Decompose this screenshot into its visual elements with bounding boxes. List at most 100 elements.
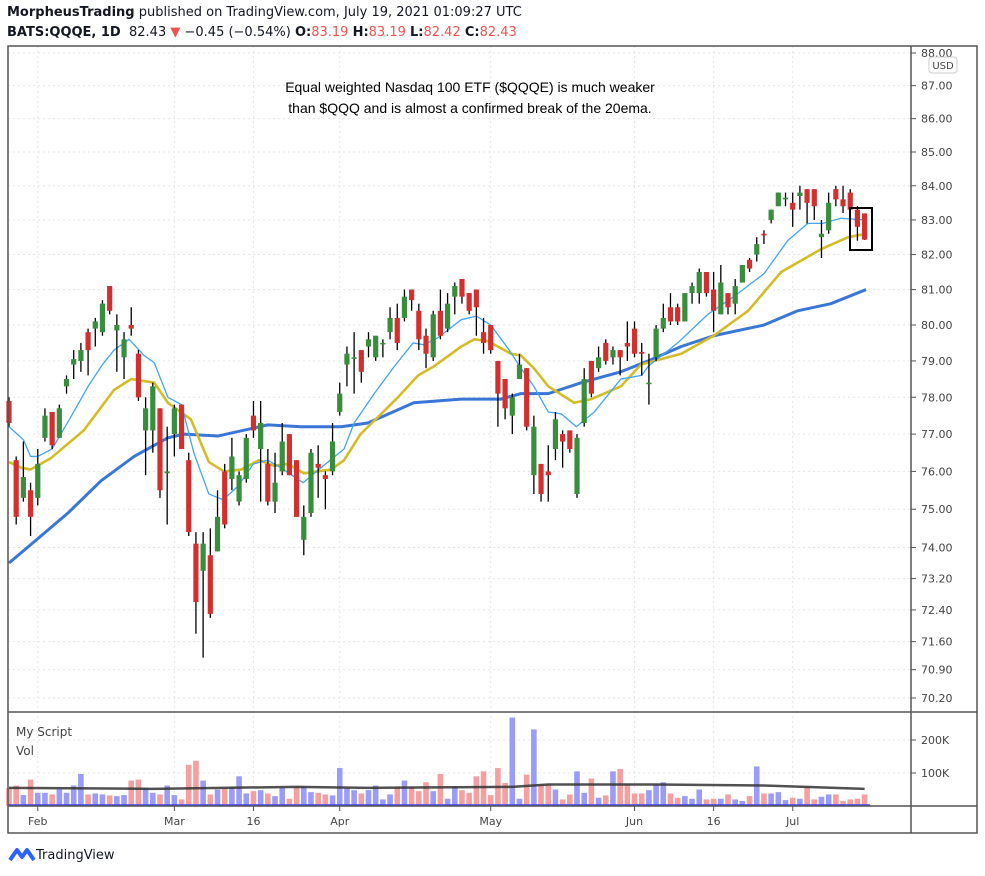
candle [250,400,257,438]
volume-bar [92,793,99,806]
volume-bar [861,794,868,806]
candle-body [840,199,846,207]
candle-body [552,419,559,449]
volume-bar [825,794,832,806]
candle-body [373,335,379,358]
currency-badge[interactable] [928,56,958,74]
candle [854,206,861,241]
candle-body [308,452,314,514]
volume-bar [789,797,796,806]
candle-body [128,325,134,329]
candle-body [279,441,285,472]
symbol-legend: BATS:QQQE, 1D 82.43 ▼ −0.45 (−0.54%) O:8… [7,25,517,40]
price-tick-label: 84.00 [921,180,953,193]
volume-bar [416,791,422,806]
candle [365,332,372,358]
volume-tick-label: 100K [921,767,950,780]
low-value: 82.42 [423,25,461,40]
candle-body [380,342,386,345]
candle-body [862,213,868,240]
candle-body [42,415,48,438]
volume-bar [811,799,818,806]
volume-bar [49,794,55,806]
candle [243,434,249,483]
candle [193,532,199,634]
volume-bar [502,782,508,806]
candle-body [603,342,609,361]
volume-bar [351,790,357,806]
tradingview-logo[interactable]: TradingView [8,846,115,864]
volume-bar [236,776,242,806]
candle-body [502,379,508,409]
candle-body [394,317,400,343]
candle-body [6,400,12,424]
candle [804,189,810,224]
volume-bar [121,795,127,806]
candle-body [56,408,62,438]
chart-frame [7,45,978,834]
candle-body [847,192,853,210]
candle [20,441,26,502]
volume-bar [710,798,717,806]
candle-body [567,430,573,449]
price-tick-label: 76.00 [921,465,953,478]
volume-bar [545,784,552,806]
brand-name: TradingView [36,847,115,863]
candle [639,342,645,376]
candle [646,353,652,405]
candle-body [718,282,724,315]
candle [797,185,803,210]
candle-body [574,437,580,495]
volume-ma-line [8,783,865,791]
candle-body [229,456,235,479]
price-tick-label: 70.90 [921,664,953,677]
candle-body [265,463,271,502]
candle [667,293,674,326]
candle-body [466,293,472,311]
candle [63,375,70,394]
candle-body [631,328,638,354]
candle [78,342,84,372]
candle-body [761,233,767,236]
volume-bar [746,796,753,806]
author-name[interactable]: MorpheusTrading [7,5,135,20]
volume-bar [265,793,271,806]
candle-body [531,426,537,476]
candle [660,303,666,333]
candle-body [121,339,127,358]
candle [718,265,724,315]
volume-bar [394,786,401,806]
candle-body [135,353,142,398]
price-tick-label: 80.00 [921,319,953,332]
volume-bar [164,785,170,806]
volume-bar [466,792,472,806]
candle-body [222,471,228,525]
candle-body [826,202,832,231]
symbol-name[interactable]: BATS:QQQE, 1D [7,25,121,40]
volume-bar [538,784,544,806]
candle [315,445,321,498]
volume-bar [761,793,767,806]
candle [761,230,767,245]
candle [444,293,451,333]
candle [279,423,285,476]
volume-bar [487,795,494,806]
volume-bar [42,792,48,806]
candle-body [768,209,774,220]
ema20-line [8,232,867,475]
candle-body [387,317,393,333]
volume-bar [34,792,41,806]
volume-bar [214,789,221,806]
price-tick-label: 78.00 [921,391,953,404]
volume-bar [85,794,91,806]
candle [516,353,523,380]
candle-body [171,408,177,435]
volume-bar [150,792,156,806]
volume-bar [833,794,839,806]
volume-bar [423,782,429,806]
candle-body [660,317,666,329]
volume-bar [574,771,580,806]
candle [502,379,508,420]
candle [6,397,12,427]
